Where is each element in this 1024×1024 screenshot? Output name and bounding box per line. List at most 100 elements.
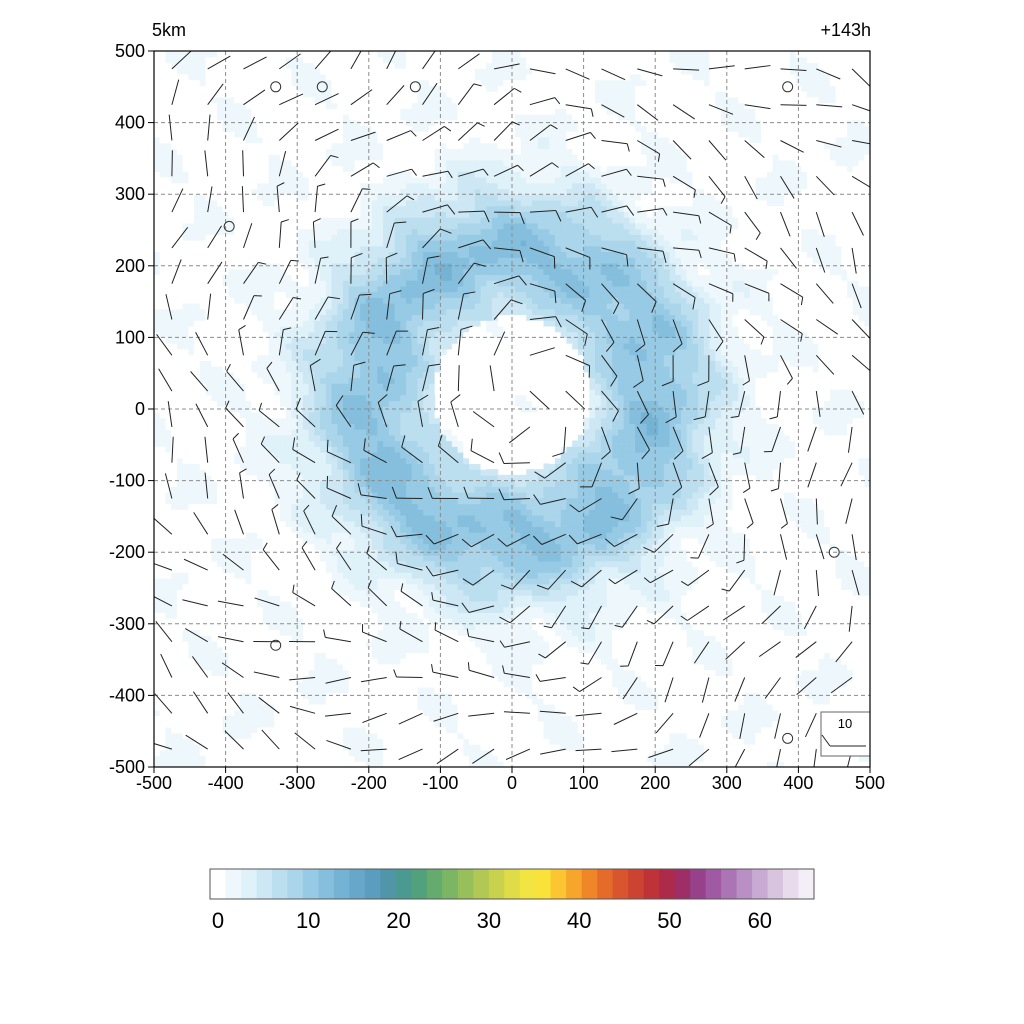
field-cell [211,492,218,499]
field-cell [159,440,167,447]
field-cell [383,62,390,69]
field-cell [171,721,178,728]
field-cell [383,56,390,64]
field-cell [337,589,344,596]
field-cell [400,245,407,253]
field-cell [251,520,258,528]
field-cell [176,509,184,516]
field-cell [199,320,207,327]
field-cell [400,114,407,121]
field-cell [343,245,350,253]
field-cell [182,583,189,591]
field-cell [188,623,195,631]
field-cell [234,303,241,310]
field-cell [360,211,367,218]
field-cell [228,709,235,717]
field-cell [371,457,378,465]
field-cell [360,726,367,734]
field-cell [245,91,252,98]
field-cell [302,222,310,230]
field-cell [285,366,293,373]
field-cell [308,509,315,516]
field-cell [325,91,333,98]
field-cell [194,360,201,367]
field-cell [411,509,419,516]
field-cell [348,148,356,155]
field-cell [371,257,378,264]
field-cell [262,348,270,356]
field-cell [211,486,218,493]
field-cell [388,114,396,121]
field-cell [343,159,350,167]
field-cell [388,589,396,596]
field-cell [417,486,424,493]
field-cell [268,721,275,728]
field-cell [239,371,247,379]
field-cell [188,320,195,327]
field-cell [371,320,378,327]
field-cell [188,744,195,751]
field-cell [211,555,218,562]
field-cell [188,308,195,316]
field-cell [331,589,338,596]
field-cell [360,572,367,579]
field-cell [228,566,235,573]
field-cell [411,503,419,510]
field-cell [245,366,252,373]
field-cell [411,686,419,694]
field-cell [280,423,287,430]
field-cell [159,136,167,144]
field-cell [434,600,441,608]
field-cell [365,606,373,613]
field-cell [348,205,356,212]
field-cell [239,520,247,528]
field-cell [388,177,396,184]
field-cell [400,274,407,281]
field-cell [251,537,258,545]
field-cell [325,600,333,608]
field-cell [308,217,315,224]
field-cell [325,136,333,144]
field-cell [159,337,167,344]
field-cell [406,354,413,361]
field-cell [234,623,241,631]
field-cell [423,68,430,75]
field-cell [171,222,178,230]
field-cell [165,411,172,419]
field-cell [428,543,436,550]
field-cell [400,291,407,298]
field-cell [251,703,258,711]
field-cell [423,85,430,92]
field-cell [274,217,281,224]
field-cell [406,131,413,138]
field-cell [394,194,401,201]
field-cell [205,211,212,218]
field-cell [302,394,310,402]
field-cell [337,469,344,476]
field-cell [417,337,424,344]
field-cell [239,675,247,682]
field-cell [228,543,235,550]
field-cell [371,354,378,361]
field-cell [417,251,424,258]
field-cell [360,457,367,465]
field-cell [360,589,367,596]
field-cell [159,577,167,585]
field-cell [314,492,321,499]
field-cell [314,537,321,545]
field-cell [377,623,384,631]
field-cell [211,761,218,767]
field-cell [417,474,424,482]
field-cell [377,182,384,190]
field-cell [194,199,201,207]
field-cell [428,606,436,613]
field-cell [383,377,390,384]
field-cell [302,165,310,172]
field-cell [262,709,270,717]
field-cell [406,646,413,654]
field-cell [343,583,350,591]
field-cell [360,360,367,367]
field-cell [159,726,167,734]
field-cell [171,234,178,241]
field-cell [234,142,241,149]
